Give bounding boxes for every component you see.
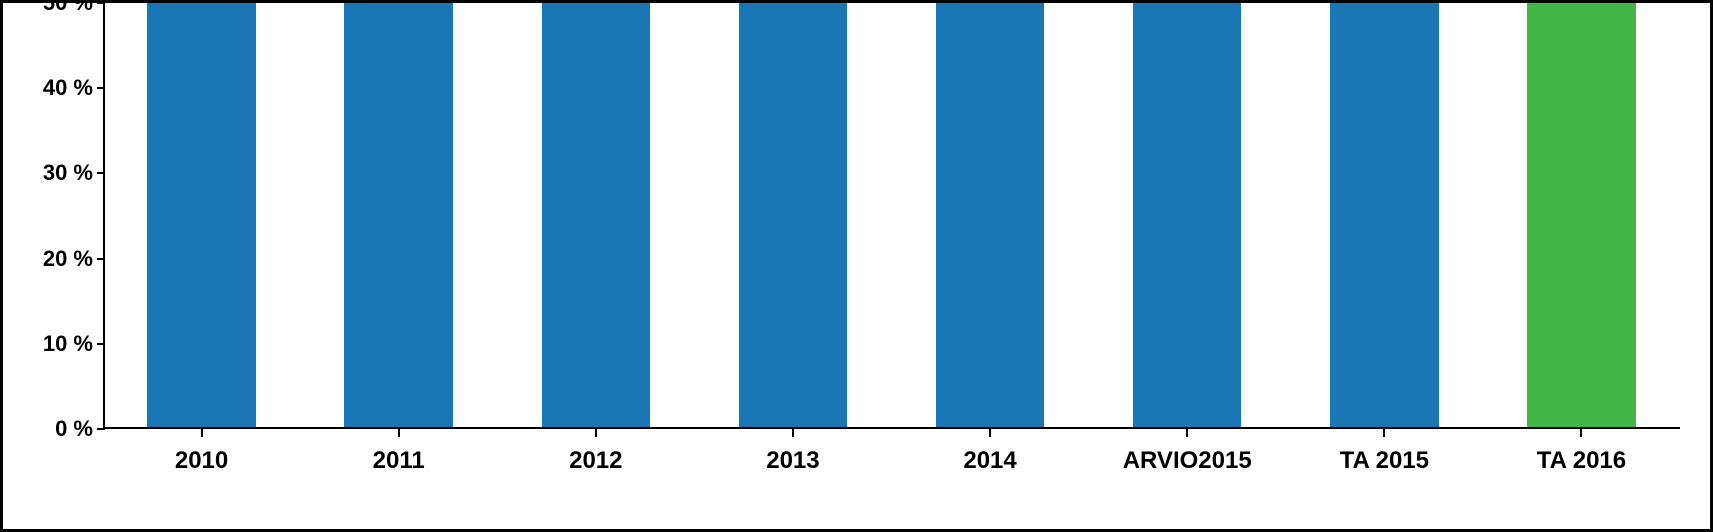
x-tick-mark: [1383, 427, 1385, 437]
bars-area: [103, 3, 1680, 429]
x-tick-label: 2011: [373, 447, 425, 475]
x-tick-label: TA 2016: [1537, 447, 1626, 475]
x-tick-label: 2014: [963, 447, 1016, 475]
bar: [1527, 3, 1635, 429]
x-axis: 2010 2011 2012 2013 2014 ARVIO2015 TA 2015 TA 2…: [103, 429, 1680, 529]
y-axis: 0 %10 %20 %30 %40 %50 %: [3, 3, 103, 429]
x-axis-labels: 2010 2011 2012 2013 2014 ARVIO2015 TA 2015 TA 2…: [103, 429, 1680, 529]
x-tick-label: ARVIO2015: [1123, 447, 1252, 475]
bar: [344, 3, 452, 429]
y-tick-label: 0 %: [55, 416, 93, 442]
y-tick-label: 30 %: [43, 160, 93, 186]
x-tick-mark: [1580, 427, 1582, 437]
bar-slot: [892, 3, 1089, 429]
bar-slot: [497, 3, 694, 429]
bar: [1330, 3, 1438, 429]
y-tick-label: 20 %: [43, 246, 93, 272]
x-tick-mark: [398, 427, 400, 437]
x-tick-label: 2013: [766, 447, 819, 475]
bar: [147, 3, 255, 429]
x-tick-label: 2010: [175, 447, 228, 475]
bar: [936, 3, 1044, 429]
bar-slot: [1089, 3, 1286, 429]
x-tick-mark: [201, 427, 203, 437]
x-tick-mark: [1186, 427, 1188, 437]
x-label-slot: 2014: [892, 429, 1089, 529]
bar: [542, 3, 650, 429]
y-tick-label: 40 %: [43, 75, 93, 101]
x-tick-mark: [595, 427, 597, 437]
bar-slot: [1483, 3, 1680, 429]
bar-slot: [300, 3, 497, 429]
x-label-slot: 2012: [497, 429, 694, 529]
x-label-slot: 2010: [103, 429, 300, 529]
plot-area: [103, 3, 1680, 429]
bar-slot: [694, 3, 891, 429]
bar-chart: 0 % 10 % 20 % 30 % 40 % 50 % 2010 2011 2012 2013…: [0, 0, 1713, 532]
x-tick-mark: [989, 427, 991, 437]
x-tick-label: 2012: [569, 447, 622, 475]
x-label-slot: TA 2016: [1483, 429, 1680, 529]
x-tick-label: TA 2015: [1340, 447, 1429, 475]
bar: [1133, 3, 1241, 429]
x-tick-mark: [792, 427, 794, 437]
y-tick-label: 50 %: [43, 0, 93, 16]
x-label-slot: 2011: [300, 429, 497, 529]
bar: [739, 3, 847, 429]
x-label-slot: ARVIO2015: [1089, 429, 1286, 529]
bar-slot: [1286, 3, 1483, 429]
y-tick-label: 10 %: [43, 331, 93, 357]
x-label-slot: 2013: [694, 429, 891, 529]
bar-slot: [103, 3, 300, 429]
x-label-slot: TA 2015: [1286, 429, 1483, 529]
